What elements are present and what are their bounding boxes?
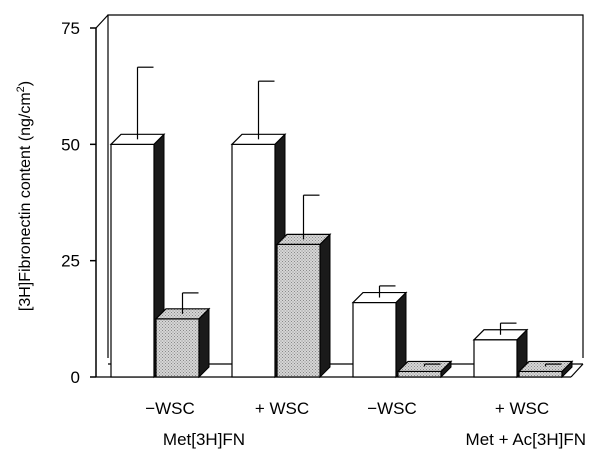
group-label: Met[3H]FN bbox=[163, 430, 245, 449]
bar-front bbox=[352, 301, 397, 378]
x-axis-labels: −WSC + WSC −WSC + WSC Met[3H]FN Met + Ac[3H]F… bbox=[145, 399, 586, 449]
bar-front bbox=[276, 243, 321, 378]
bar-side bbox=[198, 307, 210, 379]
category-label: + WSC bbox=[495, 399, 549, 418]
bar bbox=[396, 360, 453, 379]
bars bbox=[109, 66, 574, 379]
bar-front bbox=[518, 370, 563, 378]
bar-front bbox=[110, 143, 155, 378]
back-wall bbox=[107, 14, 584, 358]
group-label: Met + Ac[3H]FN bbox=[466, 430, 586, 449]
floor-right-depth bbox=[570, 363, 584, 378]
category-label: −WSC bbox=[145, 399, 195, 418]
y-tick-label: 75 bbox=[61, 19, 80, 38]
bar-front bbox=[473, 339, 518, 378]
y-tick-label: 25 bbox=[61, 252, 80, 271]
bar bbox=[275, 194, 332, 379]
bar-front bbox=[155, 318, 200, 378]
category-label: −WSC bbox=[367, 399, 417, 418]
y-tick-label: 50 bbox=[61, 135, 80, 154]
bar bbox=[517, 360, 574, 379]
y-ticks: 0 25 50 75 bbox=[61, 19, 96, 387]
axis-top-depth bbox=[95, 14, 109, 29]
bar bbox=[154, 292, 211, 379]
bar bbox=[472, 322, 529, 379]
y-axis-label: [3H]Fibronectin content (ng/cm2) bbox=[15, 81, 34, 311]
bar-front bbox=[231, 143, 276, 378]
y-tick-label: 0 bbox=[71, 368, 80, 387]
bar-side bbox=[319, 233, 331, 379]
bar bbox=[351, 285, 408, 379]
category-label: + WSC bbox=[255, 399, 309, 418]
bar bbox=[109, 66, 166, 379]
bar-front bbox=[397, 370, 442, 378]
